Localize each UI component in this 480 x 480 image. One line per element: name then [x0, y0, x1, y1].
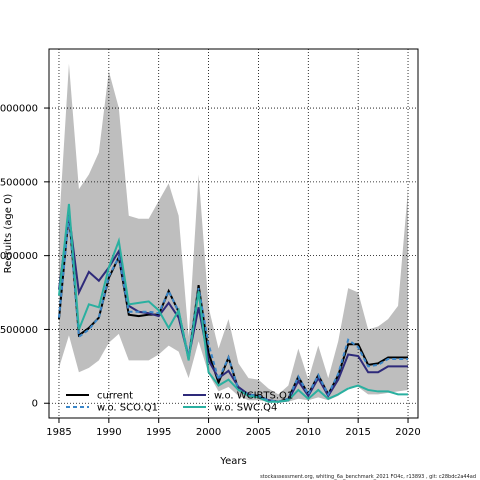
- legend-label: current: [97, 391, 133, 402]
- series-line-w-o-wcibts-q1: [57, 214, 409, 403]
- y-tick-label: 2000000: [0, 104, 38, 115]
- confidence-band: [58, 63, 409, 403]
- legend-label: w.o. SWC.Q4: [214, 403, 277, 414]
- y-axis-title: Recruits (age 0): [3, 194, 14, 274]
- x-tick-label: 2005: [246, 427, 271, 438]
- x-tick-label: 2020: [395, 427, 420, 438]
- legend-label: w.o. WCIBTS.Q1: [214, 391, 293, 402]
- legend: current w.o. WCIBTS.Q1 w.o. SCO.Q1 w.o. SWC…: [66, 391, 293, 414]
- x-axis-title: Years: [219, 456, 246, 467]
- y-tick-label: 1000000: [0, 251, 38, 262]
- x-tick-label: 2015: [345, 427, 370, 438]
- x-tick-label: 1995: [146, 427, 171, 438]
- y-tick-label: 0: [32, 399, 38, 410]
- legend-label: w.o. SCO.Q1: [97, 403, 158, 414]
- series-line-w-o-swc-q4: [57, 203, 409, 403]
- x-tick-label: 2000: [196, 427, 221, 438]
- x-tick-label: 2010: [296, 427, 321, 438]
- y-tick-label: 1500000: [0, 177, 38, 188]
- plot-frame: [48, 48, 419, 419]
- y-tick-label: 500000: [0, 325, 38, 336]
- footer-text: stockassessment.org, whiting_6a_benchmar…: [260, 474, 476, 480]
- x-tick-label: 1985: [46, 427, 71, 438]
- x-tick-label: 1990: [96, 427, 121, 438]
